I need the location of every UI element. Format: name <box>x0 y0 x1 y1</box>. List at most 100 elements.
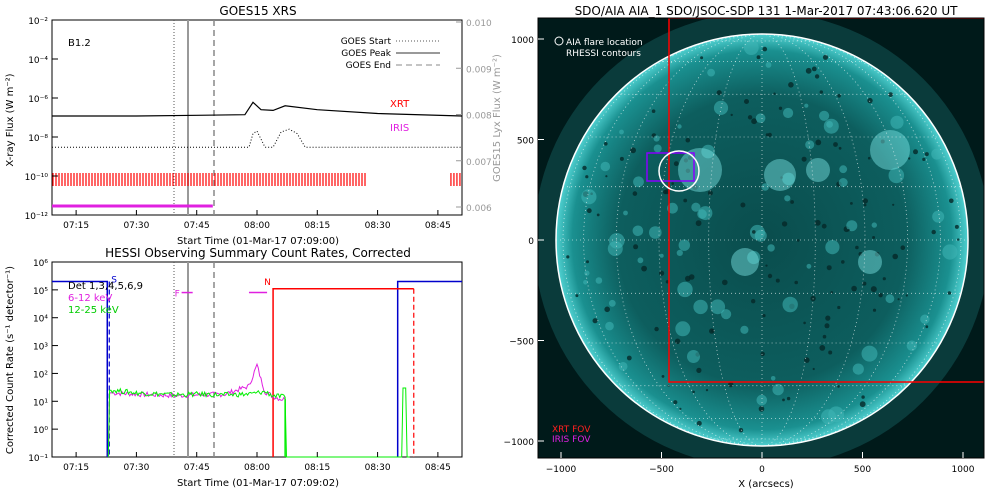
aia-texture-patch <box>585 175 589 179</box>
aia-texture-patch <box>740 202 746 208</box>
aia-texture-patch <box>721 309 732 320</box>
aia-x-tick-label: 500 <box>854 465 871 475</box>
aia-texture-patch <box>782 296 798 313</box>
aia-texture-patch <box>804 103 809 108</box>
aia-texture-patch <box>839 165 848 174</box>
aia-texture-patch <box>653 135 660 142</box>
aia-texture-patch <box>892 203 895 206</box>
aia-texture-patch <box>687 155 692 160</box>
aia-texture-patch <box>846 220 858 232</box>
aia-texture-patch <box>833 142 838 147</box>
aia-texture-patch <box>825 240 840 255</box>
aia-texture-patch <box>653 144 662 153</box>
aia-texture-patch <box>691 202 701 212</box>
aia-texture-patch <box>604 142 608 146</box>
aia-texture-patch <box>890 115 904 129</box>
flare-flag-label: F <box>175 290 180 300</box>
goes-y-tick-label: 10⁻¹² <box>25 212 49 222</box>
aia-texture-patch <box>695 220 702 227</box>
aia-x-tick-label: 1000 <box>952 465 975 475</box>
aia-texture-patch <box>677 281 693 298</box>
aia-xrt-fov-label: XRT FOV <box>552 425 591 435</box>
aia-texture-patch <box>685 168 691 173</box>
aia-texture-patch <box>828 350 833 355</box>
aia-texture-patch <box>659 253 664 258</box>
aia-texture-patch <box>819 110 830 121</box>
goes-short-channel-line <box>52 128 462 148</box>
aia-texture-patch <box>701 144 715 159</box>
aia-texture-patch <box>828 406 845 423</box>
aia-texture-patch <box>586 208 592 214</box>
aia-texture-patch <box>633 244 639 250</box>
aia-image <box>538 18 984 458</box>
aia-texture-patch <box>730 113 733 117</box>
aia-texture-patch <box>852 363 864 375</box>
aia-texture-patch <box>870 286 877 293</box>
aia-texture-patch <box>850 202 853 205</box>
aia-texture-patch <box>738 428 744 433</box>
aia-texture-patch <box>786 396 791 401</box>
aia-texture-patch <box>862 281 867 286</box>
hessi-y-tick-label: 10⁻¹ <box>28 454 48 464</box>
aia-texture-patch <box>767 132 772 137</box>
aia-texture-patch <box>765 62 772 68</box>
aia-texture-patch <box>586 260 589 264</box>
aia-longitude-line <box>583 33 763 447</box>
aia-texture-patch <box>654 326 659 332</box>
hessi-legend: Det 1,3,4,5,6,9 6-12 keV 12-25 keV <box>68 281 143 316</box>
hessi-flags-group: F N S <box>52 276 462 457</box>
goes-right-y-tick-label: 0.007 <box>466 158 492 168</box>
aia-axes-group: −1000 −500 0 500 1000 1000 500 0 −500 −1000 <box>504 36 975 475</box>
aia-active-region <box>858 250 882 274</box>
aia-texture-patch <box>782 398 785 402</box>
goes-x-tick-label: 07:15 <box>63 221 89 231</box>
aia-legend-rhessi: RHESSI contours <box>566 49 641 59</box>
goes-legend: GOES Start GOES Peak GOES End <box>341 37 440 71</box>
aia-texture-patch <box>851 285 857 292</box>
aia-texture-patch <box>821 223 827 229</box>
aia-texture-patch <box>931 229 936 235</box>
goes-y-tick-label: 10⁻⁶ <box>28 95 48 105</box>
aia-texture-patch <box>662 189 668 195</box>
goes-title: GOES15 XRS <box>219 4 296 18</box>
aia-active-region <box>870 130 910 170</box>
aia-texture-patch <box>756 394 768 406</box>
aia-texture-patch <box>641 265 647 272</box>
aia-texture-patch <box>692 390 695 394</box>
aia-texture-patch <box>673 161 679 167</box>
aia-texture-patch <box>878 293 883 298</box>
aia-texture-patch <box>744 99 749 104</box>
aia-texture-patch <box>931 148 943 160</box>
aia-texture-patch <box>841 260 845 264</box>
legend-6-12-kev: 6-12 keV <box>68 293 112 304</box>
aia-texture-patch <box>908 157 911 160</box>
aia-texture-patch <box>678 239 690 251</box>
hessi-title: HESSI Observing Summary Count Rates, Cor… <box>105 246 411 260</box>
aia-texture-patch <box>751 118 757 125</box>
aia-texture-patch <box>847 229 850 232</box>
aia-texture-patch <box>905 294 908 297</box>
goes-ylabel-left: X-ray Flux (W m⁻²) <box>5 73 16 166</box>
aia-texture-patch <box>675 321 691 337</box>
hessi-x-tick-label: 08:00 <box>244 463 270 473</box>
aia-texture-patch <box>822 334 827 339</box>
aia-texture-patch <box>632 225 644 237</box>
hessi-y-tick-label: 10⁰ <box>33 426 48 436</box>
aia-texture-patch <box>752 230 756 234</box>
aia-texture-patch <box>803 321 806 325</box>
aia-longitude-line <box>761 33 816 447</box>
hessi-xlabel: Start Time (01-Mar-17 07:09:02) <box>177 478 339 489</box>
night-interval-2 <box>396 280 462 457</box>
hessi-panel: HESSI Observing Summary Count Rates, Cor… <box>5 246 463 489</box>
aia-texture-patch <box>758 406 765 412</box>
aia-texture-patch <box>882 277 886 281</box>
legend-detectors: Det 1,3,4,5,6,9 <box>68 281 143 292</box>
aia-active-region <box>731 248 759 276</box>
aia-texture-patch <box>825 315 831 321</box>
aia-texture-patch <box>814 219 821 226</box>
legend-goes-end: GOES End <box>346 61 391 71</box>
aia-texture-patch <box>609 233 625 249</box>
xrt-fov-rect <box>668 18 984 383</box>
night-interval-1 <box>52 280 109 457</box>
